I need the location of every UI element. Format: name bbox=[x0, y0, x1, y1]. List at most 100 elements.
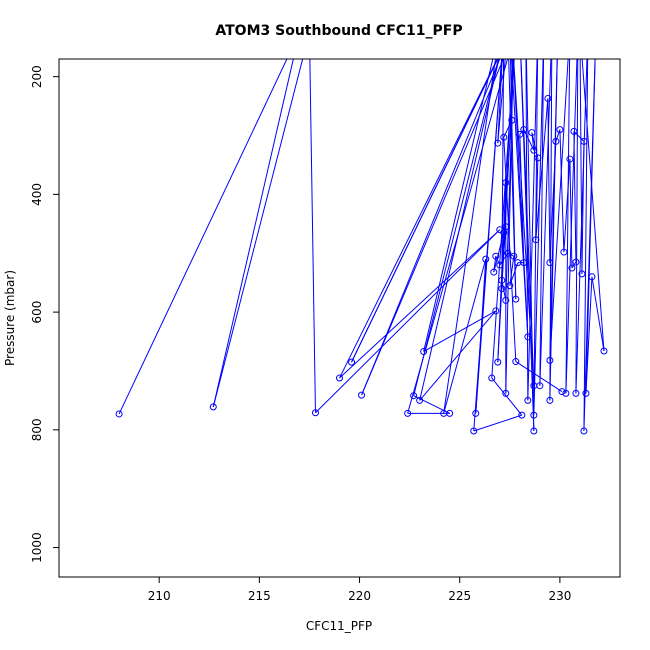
data-point bbox=[558, 388, 566, 396]
data-point bbox=[530, 146, 538, 154]
data-point bbox=[536, 382, 544, 390]
data-point bbox=[600, 347, 608, 355]
series-segment bbox=[565, 59, 578, 394]
data-point bbox=[502, 389, 510, 397]
data-point bbox=[500, 133, 508, 141]
data-point bbox=[562, 389, 570, 397]
data-point bbox=[546, 259, 554, 267]
series-segment bbox=[493, 232, 505, 273]
data-point bbox=[572, 258, 580, 266]
data-point bbox=[502, 296, 510, 304]
y-axis-label: Pressure (mbar) bbox=[3, 270, 17, 366]
series-segment bbox=[575, 59, 579, 394]
data-point bbox=[530, 427, 538, 435]
x-tick-label: 230 bbox=[548, 589, 571, 603]
data-point bbox=[512, 295, 520, 303]
x-axis: 210 215 220 225 230 bbox=[148, 577, 571, 603]
data-point bbox=[580, 137, 588, 145]
y-tick-label: 800 bbox=[30, 418, 44, 441]
series-segment bbox=[583, 59, 589, 432]
series-segment bbox=[547, 98, 551, 263]
y-axis: 200 400 600 800 1000 bbox=[30, 65, 59, 563]
series-segment bbox=[501, 59, 513, 289]
data-point bbox=[115, 410, 123, 418]
data-point bbox=[528, 129, 536, 137]
data-point bbox=[494, 358, 502, 366]
series-segment bbox=[473, 414, 522, 432]
series-segment bbox=[585, 276, 593, 394]
data-point bbox=[568, 264, 576, 272]
series-segment bbox=[509, 256, 515, 286]
series-segment bbox=[315, 229, 501, 414]
series-segment bbox=[501, 59, 505, 289]
series-segment bbox=[339, 59, 498, 379]
series-segment bbox=[549, 59, 558, 361]
series-segment bbox=[539, 59, 545, 386]
y-tick-label: 600 bbox=[30, 301, 44, 324]
data-point bbox=[498, 285, 506, 293]
series-segment bbox=[555, 129, 561, 142]
data-point bbox=[472, 409, 480, 417]
series-segment bbox=[575, 59, 588, 394]
series-segment bbox=[419, 59, 500, 401]
series-segment bbox=[581, 59, 605, 352]
x-tick-label: 210 bbox=[148, 589, 171, 603]
series-segment bbox=[505, 120, 513, 301]
data-point bbox=[588, 273, 596, 281]
series-segment bbox=[549, 141, 557, 263]
data-point bbox=[500, 229, 508, 237]
series-segment bbox=[212, 59, 304, 408]
data-point bbox=[514, 259, 522, 267]
data-point bbox=[494, 139, 502, 147]
data-point bbox=[556, 126, 564, 134]
series-segment bbox=[473, 59, 503, 432]
data-point bbox=[580, 427, 588, 435]
data-point bbox=[518, 411, 526, 419]
series-segment bbox=[495, 255, 501, 266]
series-segment bbox=[497, 59, 503, 144]
series-segment bbox=[118, 59, 288, 415]
data-point bbox=[410, 392, 418, 400]
data-point bbox=[482, 255, 490, 263]
series-segment bbox=[443, 59, 496, 414]
series-segment bbox=[505, 59, 514, 394]
data-point bbox=[570, 127, 578, 135]
series-segment bbox=[581, 141, 585, 274]
x-tick-label: 215 bbox=[248, 589, 271, 603]
series-segment bbox=[571, 261, 577, 269]
data-point bbox=[510, 252, 518, 260]
x-tick-label: 220 bbox=[348, 589, 371, 603]
series-segment bbox=[563, 159, 571, 253]
data-point bbox=[348, 358, 356, 366]
series-segment bbox=[515, 361, 563, 392]
data-point bbox=[209, 403, 217, 411]
x-tick-label: 225 bbox=[448, 589, 471, 603]
series-segment bbox=[309, 59, 316, 413]
series-segment bbox=[423, 59, 494, 352]
series-segment bbox=[509, 59, 517, 300]
plot-frame bbox=[58, 58, 621, 578]
data-point bbox=[566, 155, 574, 163]
series-segment bbox=[525, 59, 535, 432]
data-point bbox=[582, 389, 590, 397]
data-point bbox=[552, 137, 560, 145]
series-segment bbox=[497, 59, 506, 144]
data-point bbox=[572, 389, 580, 397]
data-point bbox=[512, 358, 520, 366]
data-point bbox=[504, 249, 512, 257]
data-point bbox=[530, 411, 538, 419]
series-segment bbox=[535, 157, 539, 240]
series-segment bbox=[585, 59, 596, 394]
chart-title: ATOM3 Southbound CFC11_PFP bbox=[215, 23, 462, 39]
data-point bbox=[508, 116, 516, 124]
data-point bbox=[498, 276, 506, 284]
data-point bbox=[578, 270, 586, 278]
data-point bbox=[560, 248, 568, 256]
data-layer bbox=[115, 59, 608, 435]
data-point bbox=[416, 396, 424, 404]
x-axis-label: CFC11_PFP bbox=[306, 619, 372, 633]
data-point bbox=[516, 130, 524, 138]
series-segment bbox=[525, 59, 529, 401]
data-point bbox=[534, 154, 542, 162]
